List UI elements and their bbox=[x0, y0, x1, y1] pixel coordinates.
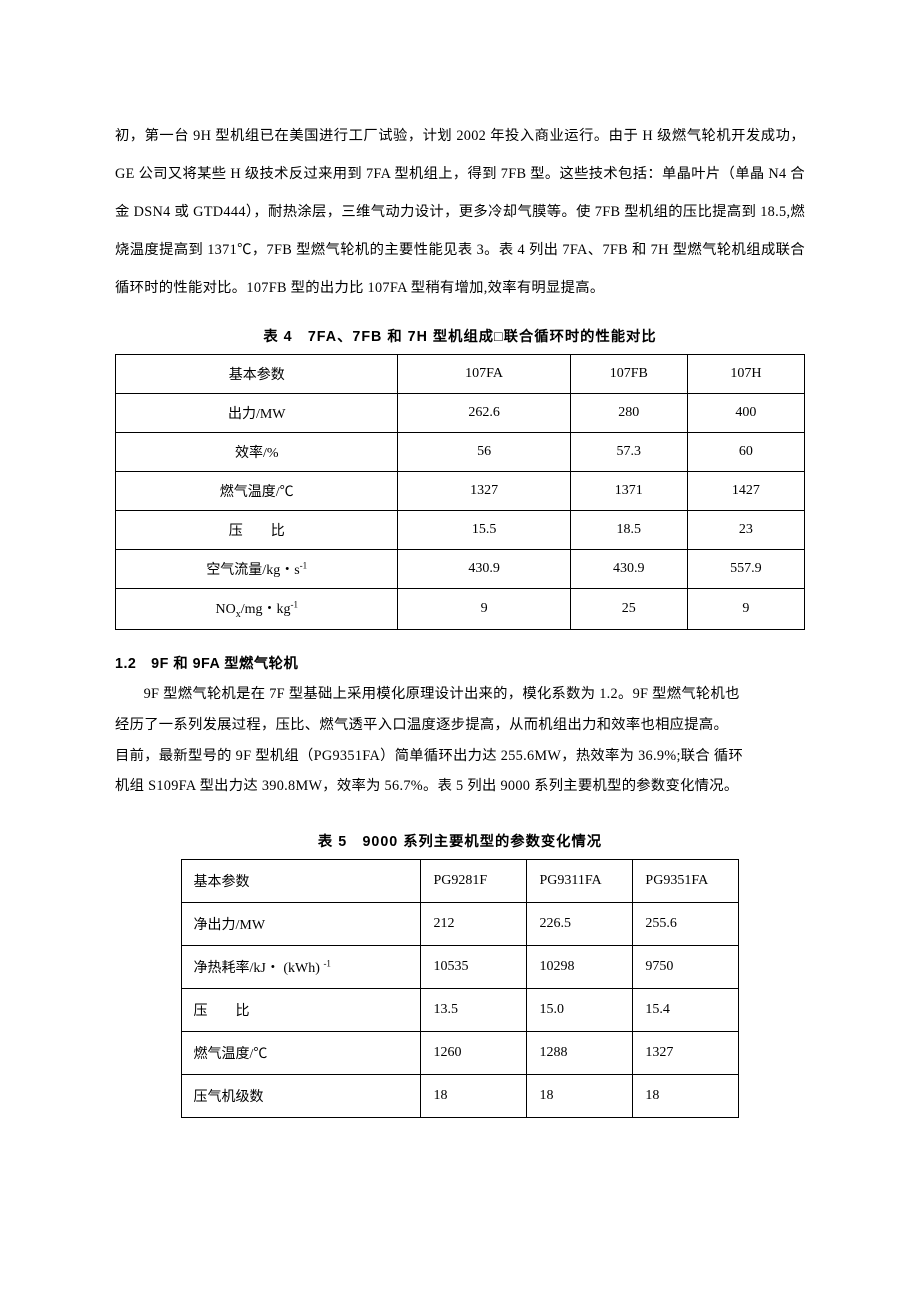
cell-a: 56 bbox=[398, 433, 570, 472]
table5-row: 燃气温度/℃ 1260 1288 1327 bbox=[181, 1032, 739, 1075]
cell-b: 18 bbox=[527, 1075, 633, 1118]
table4-row: 燃气温度/℃ 1327 1371 1427 bbox=[116, 472, 805, 511]
cell-b: 25 bbox=[570, 589, 687, 630]
cell-b: 226.5 bbox=[527, 903, 633, 946]
table5-title: 表 5 9000 系列主要机型的参数变化情况 bbox=[115, 830, 805, 851]
cell-c: 1327 bbox=[633, 1032, 739, 1075]
cell-param: 压 比 bbox=[116, 511, 398, 550]
cell-c: 60 bbox=[687, 433, 804, 472]
cell-param: 压 比 bbox=[181, 989, 421, 1032]
table4-row: 空气流量/kg・s-1 430.9 430.9 557.9 bbox=[116, 550, 805, 589]
cell-c: 9750 bbox=[633, 946, 739, 989]
table4-row: 压 比 15.5 18.5 23 bbox=[116, 511, 805, 550]
table4-header-row: 基本参数 107FA 107FB 107H bbox=[116, 355, 805, 394]
table4-row: 出力/MW 262.6 280 400 bbox=[116, 394, 805, 433]
table4-col-107fb: 107FB bbox=[570, 355, 687, 394]
cell-b: 18.5 bbox=[570, 511, 687, 550]
paragraph-1: 初，第一台 9H 型机组已在美国进行工厂试验，计划 2002 年投入商业运行。由… bbox=[115, 118, 805, 307]
cell-a: 9 bbox=[398, 589, 570, 630]
cell-c: 15.4 bbox=[633, 989, 739, 1032]
cell-param: 燃气温度/℃ bbox=[116, 472, 398, 511]
table4-col-param: 基本参数 bbox=[116, 355, 398, 394]
cell-c: 9 bbox=[687, 589, 804, 630]
cell-b: 430.9 bbox=[570, 550, 687, 589]
table4-col-107fa: 107FA bbox=[398, 355, 570, 394]
table5: 基本参数 PG9281F PG9311FA PG9351FA 净出力/MW 21… bbox=[181, 859, 740, 1118]
cell-b: 1288 bbox=[527, 1032, 633, 1075]
paragraph-2b: 经历了一系列发展过程，压比、燃气透平入口温度逐步提高，从而机组出力和效率也相应提… bbox=[115, 710, 805, 741]
cell-param: 效率/% bbox=[116, 433, 398, 472]
cell-b: 10298 bbox=[527, 946, 633, 989]
cell-param: 净出力/MW bbox=[181, 903, 421, 946]
cell-param: NOx/mg・kg-1 bbox=[116, 589, 398, 630]
cell-a: 1260 bbox=[421, 1032, 527, 1075]
cell-a: 262.6 bbox=[398, 394, 570, 433]
table5-header-row: 基本参数 PG9281F PG9311FA PG9351FA bbox=[181, 860, 739, 903]
table4-row: 效率/% 56 57.3 60 bbox=[116, 433, 805, 472]
table5-row: 压气机级数 18 18 18 bbox=[181, 1075, 739, 1118]
cell-a: 430.9 bbox=[398, 550, 570, 589]
cell-param: 净热耗率/kJ・ (kWh) -1 bbox=[181, 946, 421, 989]
cell-b: 280 bbox=[570, 394, 687, 433]
cell-param: 压气机级数 bbox=[181, 1075, 421, 1118]
cell-a: 1327 bbox=[398, 472, 570, 511]
table4: 基本参数 107FA 107FB 107H 出力/MW 262.6 280 40… bbox=[115, 354, 805, 630]
table5-col-pg9281f: PG9281F bbox=[421, 860, 527, 903]
cell-param: 出力/MW bbox=[116, 394, 398, 433]
cell-c: 557.9 bbox=[687, 550, 804, 589]
cell-c: 1427 bbox=[687, 472, 804, 511]
cell-c: 400 bbox=[687, 394, 804, 433]
cell-c: 255.6 bbox=[633, 903, 739, 946]
table5-row: 净热耗率/kJ・ (kWh) -1 10535 10298 9750 bbox=[181, 946, 739, 989]
paragraph-2d: 机组 S109FA 型出力达 390.8MW，效率为 56.7%。表 5 列出 … bbox=[115, 771, 805, 802]
cell-a: 212 bbox=[421, 903, 527, 946]
table4-title: 表 4 7FA、7FB 和 7H 型机组成□联合循环时的性能对比 bbox=[115, 325, 805, 346]
cell-param: 空气流量/kg・s-1 bbox=[116, 550, 398, 589]
cell-c: 18 bbox=[633, 1075, 739, 1118]
cell-param: 燃气温度/℃ bbox=[181, 1032, 421, 1075]
cell-a: 15.5 bbox=[398, 511, 570, 550]
cell-c: 23 bbox=[687, 511, 804, 550]
table5-col-pg9311fa: PG9311FA bbox=[527, 860, 633, 903]
cell-a: 13.5 bbox=[421, 989, 527, 1032]
section-1.2-heading: 1.2 9F 和 9FA 型燃气轮机 bbox=[115, 652, 805, 673]
cell-b: 57.3 bbox=[570, 433, 687, 472]
table5-row: 压 比 13.5 15.0 15.4 bbox=[181, 989, 739, 1032]
paragraph-2: 9F 型燃气轮机是在 7F 型基础上采用模化原理设计出来的，模化系数为 1.2。… bbox=[115, 679, 805, 710]
paragraph-2c: 目前，最新型号的 9F 型机组（PG9351FA）简单循环出力达 255.6MW… bbox=[115, 741, 805, 772]
cell-a: 18 bbox=[421, 1075, 527, 1118]
table5-col-pg9351fa: PG9351FA bbox=[633, 860, 739, 903]
table4-row: NOx/mg・kg-1 9 25 9 bbox=[116, 589, 805, 630]
table5-row: 净出力/MW 212 226.5 255.6 bbox=[181, 903, 739, 946]
cell-b: 15.0 bbox=[527, 989, 633, 1032]
cell-b: 1371 bbox=[570, 472, 687, 511]
table5-col-param: 基本参数 bbox=[181, 860, 421, 903]
table4-col-107h: 107H bbox=[687, 355, 804, 394]
cell-a: 10535 bbox=[421, 946, 527, 989]
